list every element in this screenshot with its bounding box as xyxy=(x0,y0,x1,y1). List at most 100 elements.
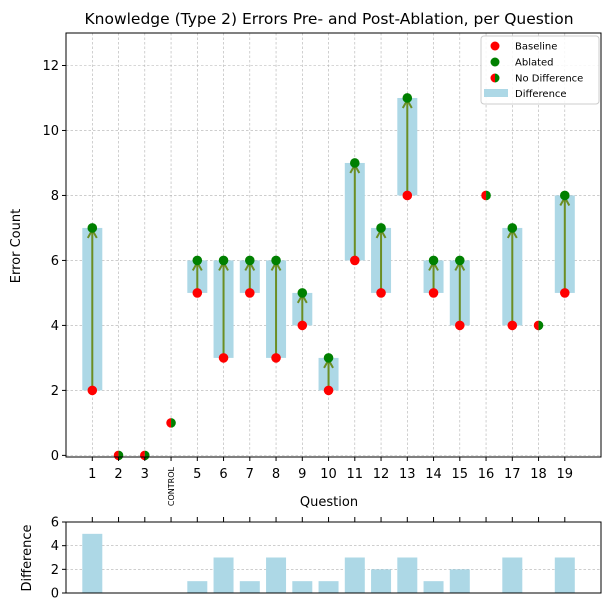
baseline-point-1 xyxy=(87,385,98,396)
baseline-point-17 xyxy=(507,320,518,331)
y-tick-label: 10 xyxy=(42,124,59,139)
x-tick-label: 11 xyxy=(347,467,364,482)
legend-ablated-marker xyxy=(490,57,500,67)
x-tick-label: 5 xyxy=(193,467,201,482)
nodiff-point-left-CONTROL xyxy=(166,418,172,428)
ablated-point-17 xyxy=(507,223,518,233)
y-axis-label: Error Count xyxy=(9,209,24,283)
sub-plot-frame xyxy=(65,521,602,594)
x-tick-label: 9 xyxy=(298,467,306,482)
ablated-point-8 xyxy=(271,255,281,266)
x-tick-label: 19 xyxy=(557,467,574,482)
difference-value-bar-10 xyxy=(318,581,339,593)
baseline-point-10 xyxy=(323,385,334,396)
change-arrows xyxy=(86,97,571,391)
x-tick-label: 8 xyxy=(272,467,280,482)
difference-value-bar-6 xyxy=(213,557,234,593)
sub-y-tick-label: 6 xyxy=(51,516,59,531)
y-tick-label: 6 xyxy=(51,254,59,269)
legend-frame xyxy=(480,35,600,105)
ablated-point-11 xyxy=(350,158,360,168)
nodiff-point-left-2 xyxy=(113,450,119,461)
ablated-point-7 xyxy=(245,255,255,266)
legend: Baseline Ablated No Difference Differenc… xyxy=(480,35,600,105)
baseline-point-7 xyxy=(245,288,255,298)
nodiff-point-left-3 xyxy=(140,450,145,461)
ablated-point-1 xyxy=(87,223,98,233)
main-plot-frame xyxy=(65,32,602,458)
legend-baseline-marker xyxy=(490,41,500,51)
y-tick-label: 0 xyxy=(51,449,59,464)
legend-difference-label: Difference xyxy=(515,89,567,100)
x-tick-label: 6 xyxy=(219,467,227,482)
ablated-point-14 xyxy=(428,255,439,266)
nodiff-point-left-18 xyxy=(533,320,539,331)
difference-value-bar-19 xyxy=(554,557,575,593)
nodiff-point-right-16 xyxy=(486,190,491,201)
y-tick-label: 2 xyxy=(51,384,59,399)
difference-value-bar-7 xyxy=(239,581,260,593)
chart-title: Knowledge (Type 2) Errors Pre- and Post-… xyxy=(84,10,573,28)
baseline-point-13 xyxy=(402,190,413,201)
x-tick-label: 15 xyxy=(452,467,469,482)
ablated-point-5 xyxy=(192,255,203,266)
y-tick-label: 4 xyxy=(51,319,59,334)
difference-value-bar-13 xyxy=(397,557,418,593)
baseline-point-11 xyxy=(350,255,360,266)
baseline-point-6 xyxy=(218,353,229,363)
ablated-point-9 xyxy=(297,288,308,298)
ablated-point-12 xyxy=(376,223,386,233)
difference-value-bar-9 xyxy=(292,581,313,593)
difference-y-axis-label: Difference xyxy=(20,524,35,591)
baseline-point-14 xyxy=(428,288,439,298)
difference-value-bar-11 xyxy=(344,557,365,593)
ablated-point-10 xyxy=(323,353,334,363)
ablated-point-13 xyxy=(402,93,413,103)
nodiff-point-right-CONTROL xyxy=(171,418,176,428)
ablated-point-6 xyxy=(218,255,229,266)
x-tick-label: 7 xyxy=(246,467,254,482)
ablated-point-15 xyxy=(455,255,465,266)
x-tick-label: 13 xyxy=(399,467,416,482)
x-tick-label: 18 xyxy=(530,467,547,482)
baseline-point-5 xyxy=(192,288,203,298)
y-tick-label: 8 xyxy=(51,189,59,204)
x-tick-label: 16 xyxy=(478,467,495,482)
difference-value-bar-5 xyxy=(187,581,208,593)
baseline-point-19 xyxy=(560,288,570,298)
baseline-point-9 xyxy=(297,320,308,331)
legend-baseline-label: Baseline xyxy=(515,42,557,53)
x-tick-label: 2 xyxy=(114,467,122,482)
difference-bars xyxy=(82,533,575,593)
x-tick-label: 12 xyxy=(373,467,390,482)
baseline-point-12 xyxy=(376,288,386,298)
data-points xyxy=(87,93,570,461)
legend-nodiff-label: No Difference xyxy=(515,74,583,85)
x-tick-label: 14 xyxy=(425,467,442,482)
y-tick-label: 12 xyxy=(42,59,59,74)
nodiff-point-right-2 xyxy=(118,450,124,461)
sub-y-tick-label: 2 xyxy=(51,563,59,578)
x-tick-label-control: CONTROL xyxy=(167,466,176,506)
difference-value-bar-1 xyxy=(82,533,103,593)
x-axis-label: Question xyxy=(300,495,358,510)
sub-axes: 0 2 4 6 xyxy=(51,516,602,602)
baseline-point-15 xyxy=(455,320,465,331)
baseline-point-8 xyxy=(271,353,281,363)
legend-nodiff-left-half xyxy=(490,73,495,83)
x-tick-label: 10 xyxy=(320,467,337,482)
difference-value-bar-12 xyxy=(371,569,392,593)
legend-difference-swatch xyxy=(484,89,508,97)
difference-value-bar-15 xyxy=(449,569,470,593)
difference-value-bar-14 xyxy=(423,581,444,593)
legend-ablated-label: Ablated xyxy=(515,58,554,69)
difference-value-bar-17 xyxy=(502,557,523,593)
legend-nodiff-right-half xyxy=(495,73,500,83)
sub-y-tick-label: 0 xyxy=(51,587,59,602)
ablated-point-19 xyxy=(560,190,570,201)
x-tick-label: 17 xyxy=(504,467,521,482)
difference-value-bar-8 xyxy=(266,557,287,593)
nodiff-point-left-16 xyxy=(481,190,487,201)
